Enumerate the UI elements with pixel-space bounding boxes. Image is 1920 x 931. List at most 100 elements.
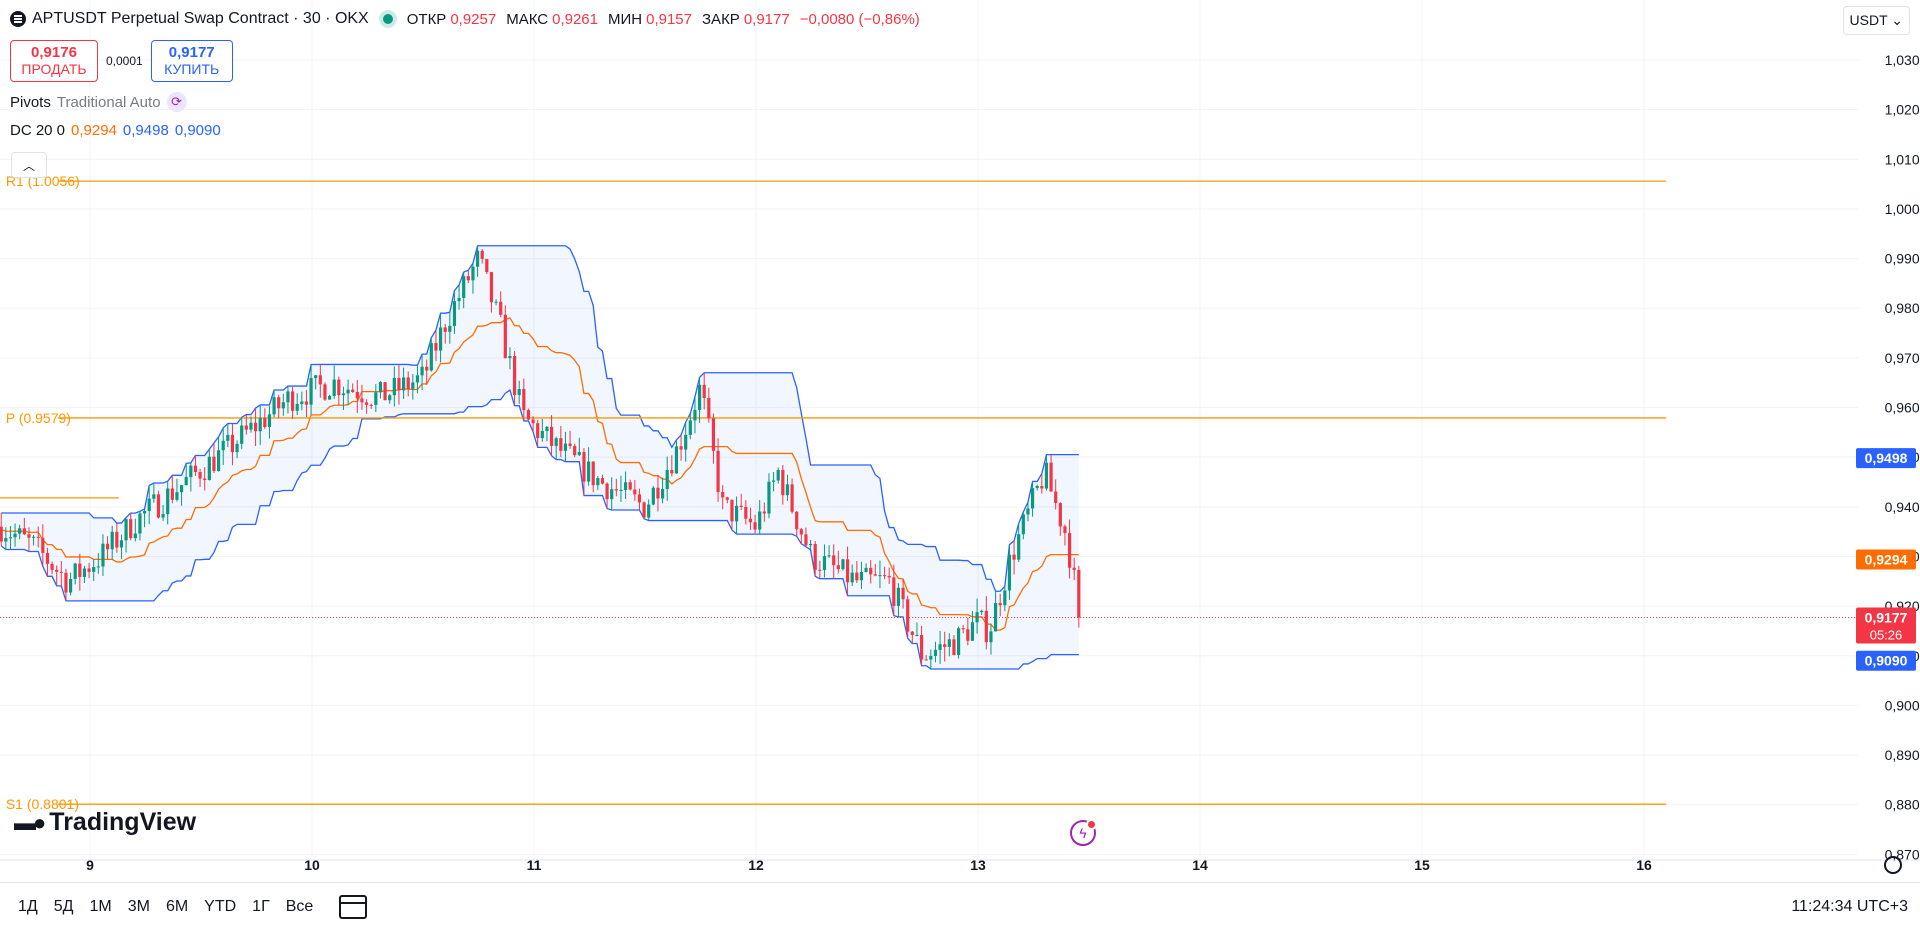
candle-body [300,401,304,404]
candle-body [45,552,50,564]
candle-body [4,538,8,542]
gear-icon[interactable] [1884,856,1902,874]
donchian-indicator-legend[interactable]: DC 20 0 0,9294 0,9498 0,9090 [10,122,221,139]
candle-body [540,430,544,439]
candle-body [471,266,475,281]
candle-body [744,506,748,519]
candle-body [748,518,753,523]
candle-body [554,438,558,446]
sell-button[interactable]: 0,9176 ПРОДАТЬ [10,40,98,82]
candle-body [110,531,114,550]
reload-icon[interactable]: ⟳ [166,92,187,112]
candle-body [1026,508,1030,515]
candle-body [133,533,137,539]
candle-body [360,398,364,403]
candle-body [771,480,776,482]
candle-body [559,438,563,451]
candle-body [138,513,142,534]
price-badge-label: 0,9177 [1865,610,1908,626]
candle-body [175,492,179,500]
candle-body [189,465,193,478]
candle-body [230,434,235,453]
candle-body [808,543,813,546]
candle-body [277,397,281,409]
candle-body [674,446,679,474]
candle-body [179,485,184,493]
candle-body [452,301,457,326]
tradingview-logo[interactable]: ▬● TradingView [14,808,197,836]
candle-body [235,443,239,453]
candle-body [882,575,887,577]
range-6m-button[interactable]: 6М [165,898,189,915]
candle-body [577,451,581,456]
range-3m-button[interactable]: 3М [127,898,150,915]
range-all-button[interactable]: Все [285,898,314,915]
bottom-toolbar: 1Д 5Д 1М 3М 6М YTD 1Г Все 11:24:34 UTC+3 [0,882,1920,931]
candle-body [832,555,836,566]
candle-body [956,628,961,656]
candle-body [896,587,901,606]
candle-body [1077,569,1081,618]
candle-body [13,533,17,538]
calendar-icon[interactable] [339,895,368,919]
collapse-legend-button[interactable]: ︿ [11,152,47,178]
candle-body [1021,514,1025,535]
market-status-icon[interactable] [382,14,393,24]
candle-body [503,314,507,359]
candle-body [489,272,494,303]
clock[interactable]: 11:24:34 UTC+3 [1791,898,1908,915]
candle-body [864,567,868,573]
symbol-title[interactable]: APTUSDT Perpetual Swap Contract · 30 · O… [32,10,369,27]
candle-body [670,470,674,474]
x-tick-label: 16 [1636,857,1652,873]
candle-body [549,426,554,446]
candle-body [915,634,919,636]
lightning-icon[interactable]: ϟ [1070,819,1097,846]
candle-body [734,505,739,522]
candle-body [993,603,998,632]
candle-body [568,443,572,446]
x-tick-label: 15 [1414,857,1430,873]
candle-body [448,325,452,332]
trade-panel: 0,9176 ПРОДАТЬ 0,0001 0,9177 КУПИТЬ [10,40,233,82]
candle-body [203,478,207,481]
candle-body [281,402,285,409]
range-ytd-button[interactable]: YTD [204,898,237,915]
candle-body [27,534,31,538]
candle-body [901,587,905,600]
candle-body [906,599,910,632]
price-badge [1856,607,1916,644]
buy-button[interactable]: 0,9177 КУПИТЬ [150,40,233,82]
candle-body [952,639,956,656]
range-1m-button[interactable]: 1М [89,898,112,915]
candle-body [272,397,276,415]
candle-body [161,514,165,518]
candle-body [943,644,947,647]
candle-body [799,529,803,535]
pivots-indicator-legend[interactable]: Pivots Traditional Auto ⟳ [10,92,187,112]
chevron-down-icon: ⌄ [1891,12,1903,28]
candle-body [216,450,221,472]
candle-body [31,536,36,538]
candle-body [318,375,322,385]
range-1d-button[interactable]: 1Д [18,898,38,915]
candle-body [1017,534,1021,560]
candle-body [1003,590,1007,606]
range-1y-button[interactable]: 1Г [252,898,270,915]
candle-body [1049,462,1053,492]
candle-body [105,543,110,550]
range-5d-button[interactable]: 5Д [53,898,74,915]
candle-body [244,425,248,430]
candle-body [628,482,632,490]
candle-body [1044,462,1049,489]
currency-select[interactable]: USDT ⌄ [1842,6,1910,35]
candle-body [1035,486,1039,489]
candle-body [314,375,318,379]
candle-body [725,497,729,500]
price-badge-label: 0,9294 [1865,551,1908,567]
chart-legend: APTUSDT Perpetual Swap Contract · 30 · O… [10,10,926,28]
candle-body [425,366,429,371]
candle-body [827,555,831,557]
